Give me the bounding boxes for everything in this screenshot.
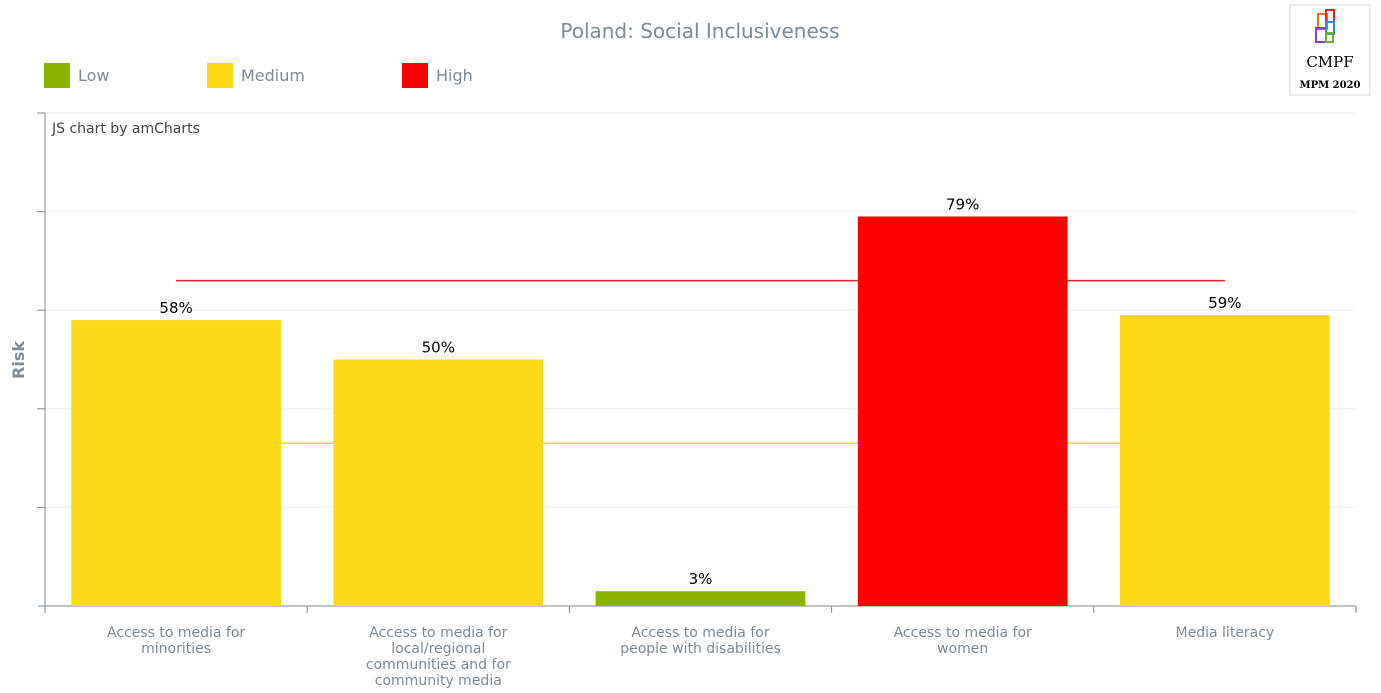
legend-swatch[interactable] — [207, 63, 233, 88]
legend: Low Medium High — [44, 63, 473, 88]
cmpf-logo-icon — [1315, 9, 1335, 43]
bar-value-label: 79% — [946, 196, 979, 214]
logo-name: CMPF — [1306, 53, 1353, 71]
category-label: Access to media for — [369, 625, 507, 641]
bar-value-label: 59% — [1208, 294, 1241, 312]
category-label: Access to media for — [107, 625, 245, 641]
logo-edition: MPM 2020 — [1300, 80, 1361, 91]
bar[interactable] — [1120, 315, 1330, 606]
category-label: community media — [375, 673, 502, 689]
bar-labels: 58% 50% 3% 79% 59% — [159, 196, 1241, 589]
legend-label[interactable]: High — [436, 66, 473, 85]
category-label: local/regional — [391, 641, 485, 657]
bar[interactable] — [333, 359, 544, 607]
logo-frame — [1289, 4, 1371, 96]
bar-value-label: 58% — [159, 299, 192, 317]
legend-label[interactable]: Low — [78, 66, 110, 85]
y-axis-label: Risk — [9, 341, 28, 379]
category-label: Media literacy — [1176, 625, 1275, 641]
bar[interactable] — [595, 591, 806, 606]
bar[interactable] — [857, 216, 1068, 606]
legend-label[interactable]: Medium — [241, 66, 305, 85]
category-label: Access to media for — [631, 625, 769, 641]
cmpf-logo: CMPF MPM 2020 — [1289, 4, 1371, 96]
bar[interactable] — [71, 320, 281, 606]
category-label: Access to media for — [894, 625, 1032, 641]
bars — [71, 216, 1330, 607]
chart-credit[interactable]: JS chart by amCharts — [51, 121, 200, 137]
bar-value-label: 50% — [422, 339, 455, 357]
category-label: women — [937, 641, 988, 657]
category-label: communities and for — [366, 657, 511, 673]
category-label: people with disabilities — [620, 641, 781, 657]
bar-value-label: 3% — [689, 570, 713, 588]
legend-swatch[interactable] — [402, 63, 428, 88]
legend-swatch[interactable] — [44, 63, 70, 88]
category-label: minorities — [141, 641, 211, 657]
chart-title: Poland: Social Inclusiveness — [560, 19, 839, 43]
